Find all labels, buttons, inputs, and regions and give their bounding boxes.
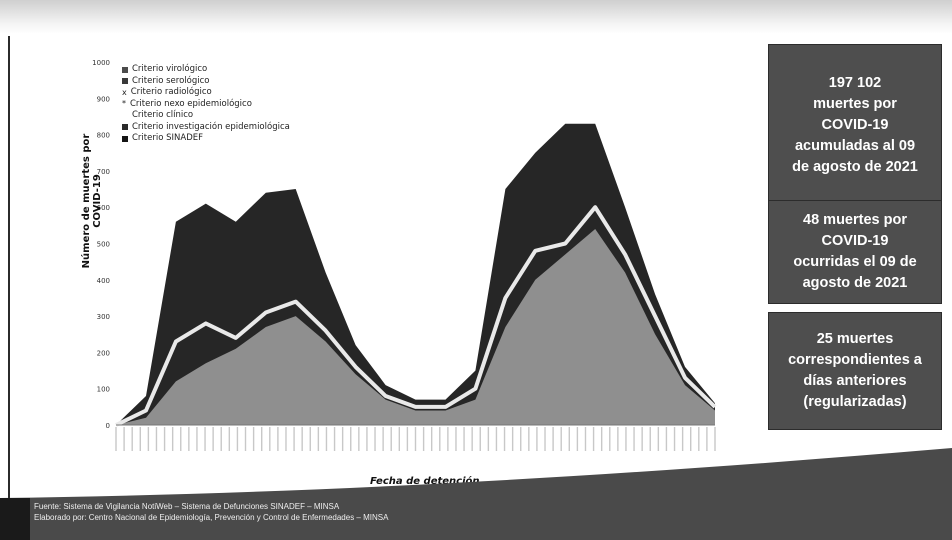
legend-item: * Criterio nexo epidemiológico (122, 99, 290, 111)
left-rule (8, 36, 10, 516)
y-tick-label: 0 (106, 422, 110, 430)
info-line: ocurridas el 09 de (793, 254, 917, 270)
y-tick-label: 700 (97, 168, 110, 176)
y-tick-label: 500 (97, 241, 110, 249)
legend-item: x Criterio radiológico (122, 87, 290, 99)
legend-label: Criterio virológico (132, 64, 208, 74)
y-tick-label: 800 (97, 132, 110, 140)
info-box-text: 48 muertes por COVID-19 ocurridas el 09 … (793, 210, 916, 294)
y-axis-label: Número de muertes por COVID-19 (81, 133, 103, 269)
source-note: Fuente: Sistema de Vigilancia NotiWeb – … (34, 501, 734, 523)
y-tick-label: 200 (97, 349, 110, 357)
info-line: COVID-19 (821, 233, 889, 249)
info-line: días anteriores (803, 373, 907, 389)
info-box-daily: 48 muertes por COVID-19 ocurridas el 09 … (768, 200, 942, 304)
y-tick-label: 300 (97, 313, 110, 321)
info-line: muertes por (813, 95, 897, 112)
source-line: Elaborado por: Centro Nacional de Epidem… (34, 513, 389, 522)
info-box-accumulated: 197 102 muertes por COVID-19 acumuladas … (768, 44, 942, 206)
series-line-1 (115, 205, 717, 427)
legend-marker (122, 78, 128, 85)
info-line: 197 102 (828, 74, 882, 91)
legend-item: Criterio SINADEF (122, 133, 290, 145)
footer-corner (0, 498, 30, 540)
info-line: acumuladas al 09 (794, 137, 916, 154)
chart-area: 0 100 200 300 400 500 600 700 800 900 1000 Criteri… (70, 40, 760, 490)
legend-marker (122, 113, 128, 119)
legend-marker (122, 135, 128, 142)
footer-band (0, 448, 952, 540)
y-tick-label: 600 (97, 204, 110, 212)
legend-label: Criterio clínico (132, 110, 194, 120)
info-line: COVID-19 (821, 116, 889, 133)
y-tick-label: 400 (97, 277, 110, 285)
legend-label: Criterio SINADEF (132, 133, 203, 143)
chart-svg: 0 100 200 300 400 500 600 700 800 900 1000 (92, 59, 717, 451)
legend-marker (122, 66, 128, 73)
legend-item: Criterio investigación epidemiológica (122, 122, 290, 134)
legend-marker: x (122, 87, 127, 97)
info-line: 48 muertes por (803, 212, 907, 228)
x-axis-label: Fecha de detención (370, 476, 480, 487)
info-box-text: 197 102 muertes por COVID-19 acumuladas … (792, 73, 918, 178)
info-line: correspondientes a (788, 352, 922, 368)
y-tick-label: 100 (97, 386, 110, 394)
info-line: (regularizadas) (803, 394, 907, 410)
legend-label: Criterio nexo epidemiológico (130, 98, 252, 109)
legend-item: Criterio clínico (122, 110, 290, 122)
y-tick-label: 900 (97, 95, 110, 103)
info-line: 25 muertes (816, 331, 894, 347)
info-box-regularized: 25 muertes correspondientes a días anter… (768, 312, 942, 430)
legend-marker: * (122, 99, 126, 109)
series-area-0 (116, 229, 715, 425)
info-line: agosto de 2021 (802, 275, 908, 291)
source-line: Fuente: Sistema de Vigilancia NotiWeb – … (34, 502, 340, 511)
footer-wave (0, 448, 952, 540)
legend-label: Criterio serológico (132, 75, 210, 86)
y-tick-label: 1000 (92, 59, 110, 67)
legend-label: Criterio radiológico (130, 87, 212, 97)
legend-marker (122, 124, 128, 131)
top-shadow (0, 0, 952, 34)
legend-label: Criterio investigación epidemiológica (132, 121, 290, 132)
info-box-text: 25 muertes correspondientes a días anter… (788, 329, 922, 413)
legend-item: Criterio serológico (122, 76, 290, 88)
chart-legend: Criterio virológico Criterio serológico … (122, 64, 290, 145)
legend-item: Criterio virológico (122, 64, 290, 76)
info-line: de agosto de 2021 (792, 158, 918, 175)
